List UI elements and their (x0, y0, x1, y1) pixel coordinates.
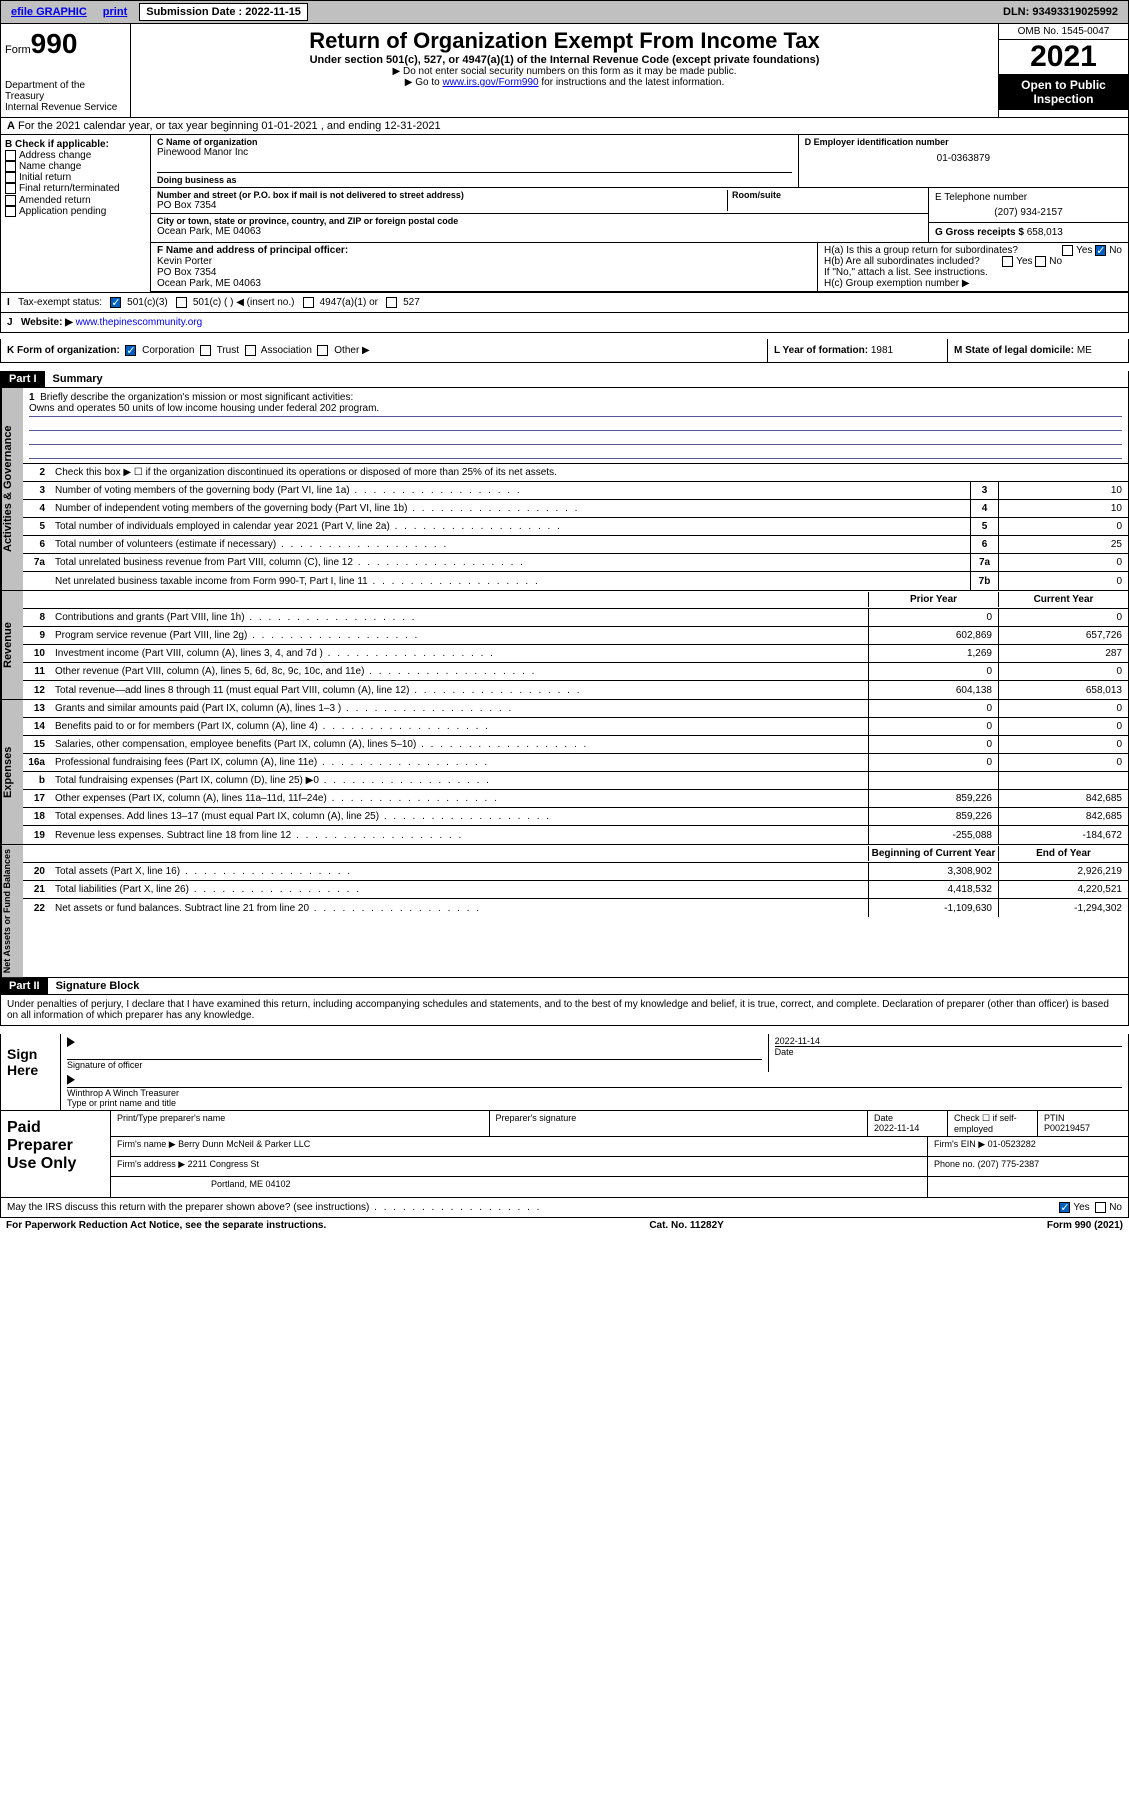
k-l-m-row: K Form of organization: Corporation Trus… (0, 339, 1129, 363)
net-line: 20Total assets (Part X, line 16)3,308,90… (23, 863, 1128, 881)
website-link[interactable]: www.thepinescommunity.org (76, 317, 203, 328)
sign-here-block: Sign Here Signature of officer 2022-11-1… (0, 1034, 1129, 1110)
city-label: City or town, state or province, country… (157, 216, 922, 226)
revenue-line: 9Program service revenue (Part VIII, lin… (23, 627, 1128, 645)
irs-link[interactable]: www.irs.gov/Form990 (442, 77, 538, 88)
part2-bar: Part II Signature Block (0, 978, 1129, 995)
net-assets-section: Net Assets or Fund Balances Beginning of… (0, 845, 1129, 978)
dln: DLN: 93493319025992 (1003, 6, 1118, 18)
addr-label: Number and street (or P.O. box if mail i… (157, 190, 727, 200)
tax-year: 2021 (999, 40, 1128, 74)
submission-date: Submission Date : 2022-11-15 (139, 3, 308, 21)
ha-row: H(a) Is this a group return for subordin… (824, 245, 1122, 256)
org-name: Pinewood Manor Inc (157, 147, 792, 158)
summary-line: 7aTotal unrelated business revenue from … (23, 554, 1128, 572)
summary-line: 3Number of voting members of the governi… (23, 482, 1128, 500)
net-line: 21Total liabilities (Part X, line 26)4,4… (23, 881, 1128, 899)
form-header: Form990 Department of the Treasury Inter… (0, 24, 1129, 118)
hc-row: H(c) Group exemption number ▶ (824, 278, 1122, 289)
officer-addr2: Ocean Park, ME 04063 (157, 278, 811, 289)
mission-text: Owns and operates 50 units of low income… (29, 403, 1122, 417)
summary-line: 5Total number of individuals employed in… (23, 518, 1128, 536)
tax-exempt-status: I Tax-exempt status: 501(c)(3) 501(c) ( … (0, 293, 1129, 313)
e-label: E Telephone number (935, 192, 1122, 203)
activities-governance: Activities & Governance 1 Briefly descri… (0, 388, 1129, 591)
omb-number: OMB No. 1545-0047 (999, 24, 1128, 40)
expenses-section: Expenses 13Grants and similar amounts pa… (0, 700, 1129, 845)
expense-line: 15Salaries, other compensation, employee… (23, 736, 1128, 754)
revenue-line: 10Investment income (Part VIII, column (… (23, 645, 1128, 663)
summary-line: Net unrelated business taxable income fr… (23, 572, 1128, 590)
open-public: Open to Public Inspection (999, 74, 1128, 110)
d-ein-label: D Employer identification number (805, 137, 1122, 147)
city-value: Ocean Park, ME 04063 (157, 226, 922, 237)
hb-row: H(b) Are all subordinates included? Yes … (824, 256, 1122, 267)
revenue-line: 8Contributions and grants (Part VIII, li… (23, 609, 1128, 627)
topbar: efile GRAPHIC print Submission Date : 20… (0, 0, 1129, 24)
form-title: Return of Organization Exempt From Incom… (135, 28, 994, 54)
hb-note: If "No," attach a list. See instructions… (824, 267, 1122, 278)
summary-line: 6Total number of volunteers (estimate if… (23, 536, 1128, 554)
officer-name: Kevin Porter (157, 256, 811, 267)
section-b: B Check if applicable: Address change Na… (1, 135, 151, 292)
ein-value: 01-0363879 (805, 153, 1122, 164)
officer-addr1: PO Box 7354 (157, 267, 811, 278)
expense-line: 17Other expenses (Part IX, column (A), l… (23, 790, 1128, 808)
dept-label: Department of the Treasury (5, 80, 126, 102)
page-footer: For Paperwork Reduction Act Notice, see … (0, 1218, 1129, 1233)
irs-label: Internal Revenue Service (5, 102, 126, 113)
form-subtitle: Under section 501(c), 527, or 4947(a)(1)… (135, 54, 994, 66)
gross-receipts: G Gross receipts $ 658,013 (929, 222, 1128, 242)
dba-label: Doing business as (157, 172, 792, 185)
expense-line: 13Grants and similar amounts paid (Part … (23, 700, 1128, 718)
revenue-section: Revenue Prior YearCurrent Year 8Contribu… (0, 591, 1129, 700)
may-irs-discuss: May the IRS discuss this return with the… (0, 1198, 1129, 1218)
row-a-period: A For the 2021 calendar year, or tax yea… (0, 118, 1129, 135)
main-block: B Check if applicable: Address change Na… (0, 135, 1129, 293)
signature-intro: Under penalties of perjury, I declare th… (0, 995, 1129, 1026)
form-number: Form990 (5, 28, 126, 60)
revenue-line: 12Total revenue—add lines 8 through 11 (… (23, 681, 1128, 699)
summary-line: 4Number of independent voting members of… (23, 500, 1128, 518)
part1-bar: Part I Summary (0, 371, 1129, 388)
print-link[interactable]: print (103, 6, 127, 18)
c-name-label: C Name of organization (157, 137, 792, 147)
phone-value: (207) 934-2157 (935, 207, 1122, 218)
expense-line: 16aProfessional fundraising fees (Part I… (23, 754, 1128, 772)
website-row: J Website: ▶ www.thepinescommunity.org (0, 313, 1129, 333)
addr-value: PO Box 7354 (157, 200, 727, 211)
expense-line: 19Revenue less expenses. Subtract line 1… (23, 826, 1128, 844)
net-line: 22Net assets or fund balances. Subtract … (23, 899, 1128, 917)
expense-line: 14Benefits paid to or for members (Part … (23, 718, 1128, 736)
revenue-line: 11Other revenue (Part VIII, column (A), … (23, 663, 1128, 681)
note-link: ▶ Go to www.irs.gov/Form990 for instruct… (135, 77, 994, 88)
paid-preparer-block: Paid Preparer Use Only Print/Type prepar… (0, 1111, 1129, 1198)
note-ssn: ▶ Do not enter social security numbers o… (135, 66, 994, 77)
efile-link[interactable]: efile GRAPHIC (11, 6, 87, 18)
expense-line: 18Total expenses. Add lines 13–17 (must … (23, 808, 1128, 826)
room-label: Room/suite (732, 190, 922, 200)
expense-line: bTotal fundraising expenses (Part IX, co… (23, 772, 1128, 790)
